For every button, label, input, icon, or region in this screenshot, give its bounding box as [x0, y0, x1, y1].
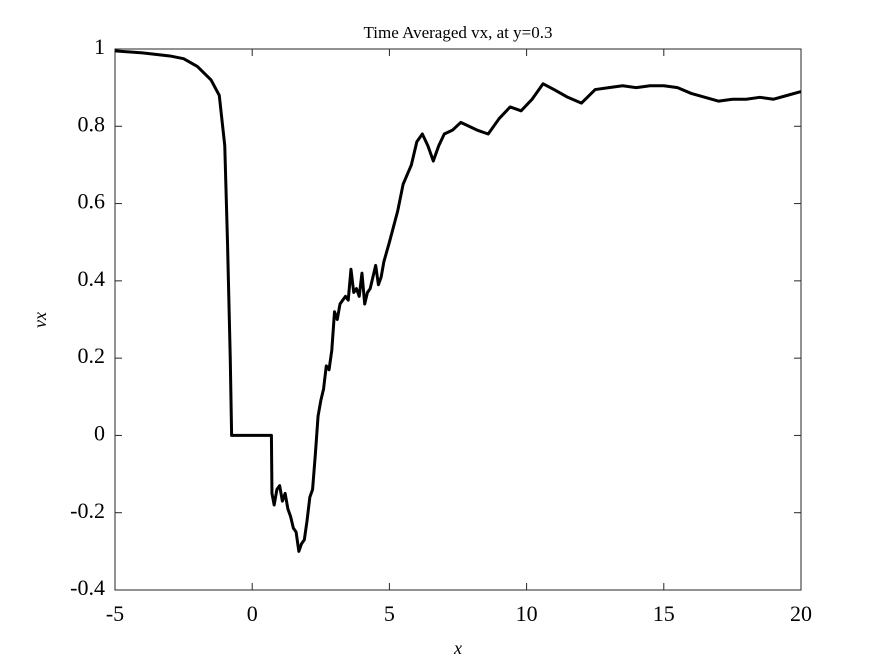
y-tick-label: 0.6: [78, 189, 106, 214]
y-tick-label: 0.2: [78, 343, 106, 368]
x-tick-label: 0: [247, 601, 258, 626]
y-tick-label: -0.4: [70, 575, 105, 600]
y-tick-label: 0.4: [78, 266, 106, 291]
x-tick-label: 15: [653, 601, 675, 626]
x-tick-label: 20: [790, 601, 812, 626]
data-line: [114, 49, 802, 553]
y-tick-label: 0.8: [78, 111, 106, 136]
plot-frame: [114, 48, 802, 591]
y-tick-label: 1: [94, 34, 105, 59]
x-tick-label: 5: [384, 601, 395, 626]
y-axis-label: vx: [30, 312, 50, 328]
x-tick-label: 10: [516, 601, 538, 626]
chart-title: Time Averaged vx, at y=0.3: [363, 23, 552, 42]
y-tick-label: 0: [94, 420, 105, 445]
y-tick-label: -0.2: [70, 498, 105, 523]
x-axis-label: x: [453, 638, 462, 658]
x-tick-label: -5: [106, 601, 124, 626]
